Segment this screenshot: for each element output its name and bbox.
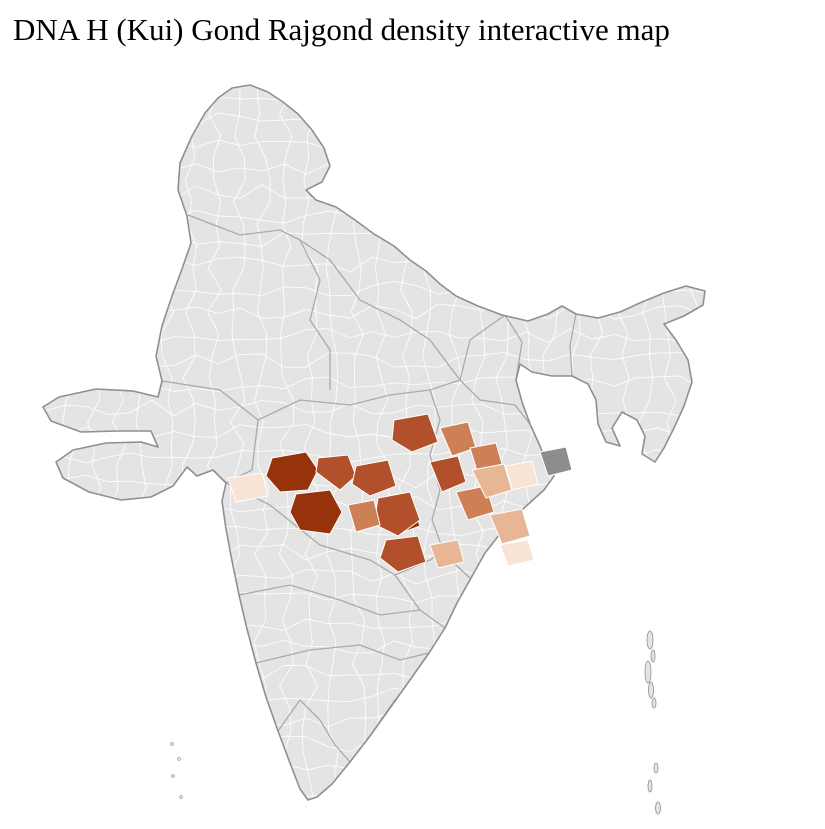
highlighted-district[interactable] [429,455,467,493]
district-border-line [43,88,705,104]
district-border-line [43,784,705,800]
island [644,660,652,684]
gray-district[interactable] [539,446,573,477]
state-border [504,314,523,381]
district-border-line [565,85,582,800]
district-border-line [43,136,705,153]
highlighted-district[interactable] [351,459,397,497]
district-border-line [43,759,705,776]
highlighted-district[interactable] [227,472,269,503]
highlighted-district[interactable] [489,508,531,545]
highlighted-district[interactable] [429,539,465,569]
district-border-line [686,85,703,800]
highlighted-district[interactable] [289,489,343,535]
state-border [238,584,446,629]
island [171,774,175,778]
highlighted-district[interactable] [379,535,427,573]
district-border-line [301,85,319,800]
district-border-line [43,112,705,128]
state-border [459,314,506,381]
highlighted-district[interactable] [499,539,535,567]
urban-regions [539,446,573,477]
district-border-line [43,207,705,225]
lakshadweep-islands [170,742,183,799]
highlighted-district[interactable] [315,454,357,491]
island [170,742,174,746]
island [653,762,659,774]
state-border [394,574,421,611]
island [177,757,181,761]
state-border [459,379,531,425]
state-border [299,239,331,390]
state-border [255,644,430,664]
state-border [187,214,301,241]
island [179,795,183,799]
state-border [225,482,458,576]
highlighted-district[interactable] [391,413,439,453]
highlighted-district[interactable] [265,451,319,493]
state-border [569,313,577,377]
island [651,697,657,709]
island [646,630,654,650]
island [648,681,654,699]
andaman-islands [644,630,661,815]
district-border-line [43,184,705,201]
state-border [277,698,351,763]
district-border-line [589,85,606,800]
district-border-line [278,85,295,800]
district-border-line [541,85,558,800]
island [655,801,661,815]
highlighted-regions [227,413,539,573]
district-border-line [43,159,705,176]
state-border [299,239,461,381]
island [647,779,653,793]
district-border-line [61,85,79,800]
highlighted-district[interactable] [347,499,381,533]
district-border-line [43,399,705,417]
district-border-line [43,85,55,800]
district-border-line [710,70,725,818]
island [650,649,656,663]
state-border [257,379,461,421]
page-title: DNA H (Kui) Gond Rajgond density interac… [13,12,670,47]
highlighted-district[interactable] [505,460,539,491]
district-border-line [43,735,705,753]
